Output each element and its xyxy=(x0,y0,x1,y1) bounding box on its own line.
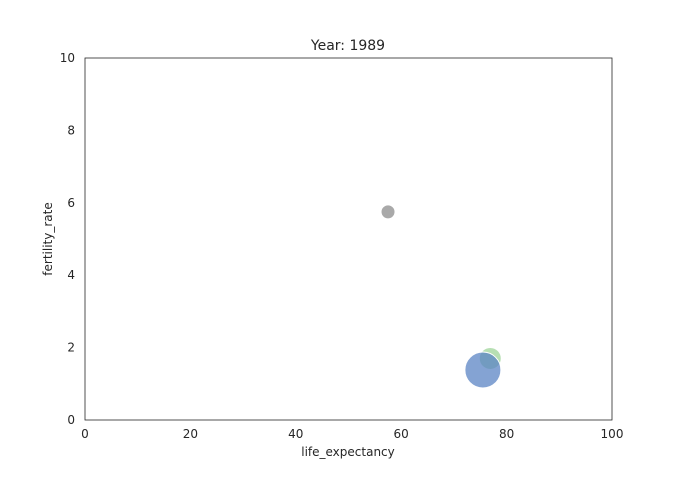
y-tick-label: 6 xyxy=(67,196,75,210)
y-tick-label: 4 xyxy=(67,268,75,282)
y-tick-label: 8 xyxy=(67,123,75,137)
x-tick-label: 60 xyxy=(394,427,409,441)
y-tick-label: 0 xyxy=(67,413,75,427)
y-tick-label: 10 xyxy=(60,51,75,65)
x-tick-label: 20 xyxy=(183,427,198,441)
y-axis: 0 2 4 6 8 10 xyxy=(60,51,75,427)
x-tick-label: 100 xyxy=(601,427,624,441)
x-axis: 0 20 40 60 80 100 xyxy=(81,427,623,441)
y-tick-label: 2 xyxy=(67,341,75,355)
plot-frame xyxy=(84,57,613,421)
x-tick-label: 80 xyxy=(499,427,514,441)
x-tick-label: 0 xyxy=(81,427,89,441)
data-point xyxy=(380,204,396,220)
chart-title: Year: 1989 xyxy=(310,38,385,54)
x-tick-label: 40 xyxy=(288,427,303,441)
plot-area xyxy=(380,204,502,389)
y-axis-label: fertility_rate xyxy=(41,202,55,275)
x-axis-label: life_expectancy xyxy=(301,445,395,459)
data-point xyxy=(464,351,502,389)
